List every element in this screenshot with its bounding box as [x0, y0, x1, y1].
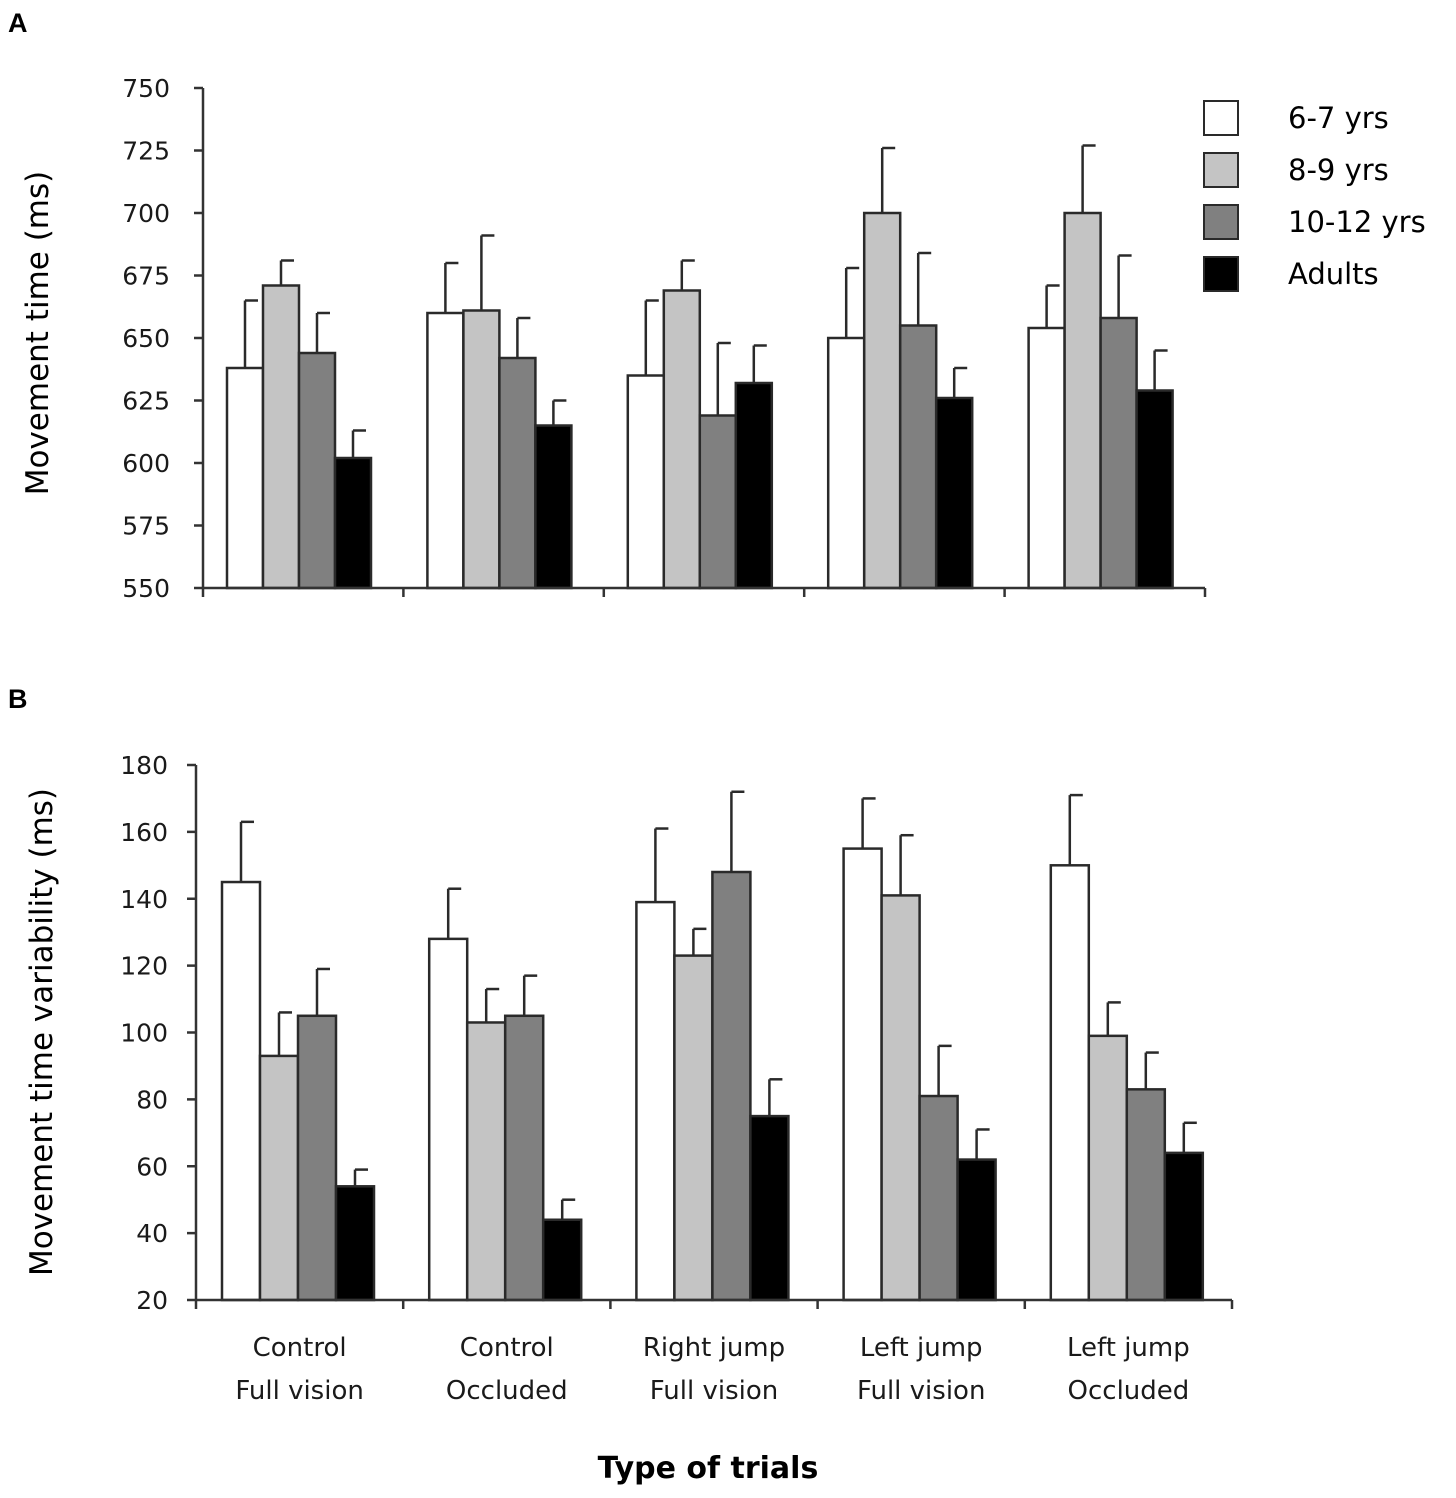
x-category-label-1-line-1: Occluded	[446, 1376, 568, 1406]
panel-b-chart: 20 40 60 80 100 120 140 160 180 Movement time var…	[24, 751, 1234, 1315]
panel-a-bar-8-9-yrs-2	[662, 289, 702, 590]
panel-b-bar-adults-0	[334, 1185, 376, 1302]
panel-a-y-tick-label-625: 625	[122, 387, 170, 416]
panel-a-bar-10-12-yrs-3	[898, 324, 938, 590]
panel-a-bar-adults-2	[734, 381, 774, 590]
panel-a-bar-adults-1	[534, 424, 573, 590]
panel-b-letter: B	[8, 684, 28, 714]
panel-a-bar-adults-4	[1135, 389, 1174, 590]
panel-b-y-tick-label-140: 140	[120, 885, 168, 914]
panel-a-bar-6-7-yrs-4	[1027, 326, 1066, 590]
panel-b-bar-8-9-yrs-1	[465, 1021, 507, 1302]
panel-b-y-tick-label-60: 60	[136, 1152, 168, 1181]
panel-b-bar-6-7-yrs-3	[842, 847, 883, 1302]
panel-a-y-tick-label-700: 700	[122, 199, 170, 228]
panel-b-y-tick-label-20: 20	[136, 1286, 168, 1315]
panel-a-bar-10-12-yrs-1	[498, 356, 537, 590]
x-axis-title: Type of trials	[598, 1451, 819, 1486]
panel-a-bar-6-7-yrs-1	[426, 311, 465, 590]
panel-a-bar-adults-3	[934, 396, 974, 590]
panel-a-bar-8-9-yrs-1	[462, 309, 501, 590]
panel-a-bar-6-7-yrs-0	[225, 366, 265, 590]
panel-b-y-tick-label-100: 100	[120, 1019, 168, 1048]
panel-b-bar-6-7-yrs-0	[220, 880, 262, 1302]
panel-b-bar-adults-1	[541, 1218, 583, 1302]
panel-a-bar-8-9-yrs-0	[261, 284, 301, 590]
x-category-labels: Control Full vision Control Occluded Right j…	[235, 1333, 1189, 1406]
x-category-label-0-line-1: Full vision	[235, 1376, 364, 1406]
panel-a-y-tick-label-750: 750	[122, 74, 170, 103]
panel-a-bar-6-7-yrs-3	[826, 336, 866, 590]
legend-swatch-8-9-yrs	[1203, 152, 1239, 188]
panel-b-y-tick-label-180: 180	[120, 751, 168, 780]
panel-b-bar-10-12-yrs-3	[918, 1094, 959, 1302]
panel-b-bar-6-7-yrs-1	[427, 937, 469, 1302]
panel-b-bar-10-12-yrs-1	[503, 1014, 545, 1302]
legend: 6-7 yrs 8-9 yrs 10-12 yrs Adults	[1203, 100, 1426, 292]
panel-b-bar-6-7-yrs-2	[635, 900, 676, 1302]
panel-a-y-tick-label-725: 725	[122, 137, 170, 166]
x-category-label-4-line-0: Left jump	[1067, 1333, 1190, 1363]
legend-label-10-12-yrs: 10-12 yrs	[1288, 205, 1426, 239]
panel-b-bar-10-12-yrs-4	[1125, 1088, 1167, 1302]
panel-a-y-tick-label-675: 675	[122, 262, 170, 291]
panel-b-bar-8-9-yrs-3	[880, 894, 921, 1302]
panel-a-bar-10-12-yrs-4	[1099, 316, 1138, 590]
panel-a-y-tick-label-600: 600	[122, 449, 170, 478]
panel-b-bar-10-12-yrs-0	[296, 1014, 338, 1302]
x-category-label-3-line-0: Left jump	[860, 1333, 983, 1363]
panel-a-letter: A	[8, 8, 28, 38]
x-category-label-2-line-1: Full vision	[650, 1376, 779, 1406]
legend-label-8-9-yrs: 8-9 yrs	[1288, 153, 1389, 187]
panel-a-bar-10-12-yrs-0	[297, 351, 337, 590]
panel-a-bar-6-7-yrs-2	[626, 374, 666, 590]
panel-a-bar-8-9-yrs-3	[862, 211, 902, 590]
panel-b-bar-adults-3	[956, 1158, 997, 1302]
panel-a-y-tick-label-650: 650	[122, 324, 170, 353]
panel-a-y-tick-label-575: 575	[122, 512, 170, 541]
panel-b-bar-adults-2	[749, 1114, 790, 1302]
panel-a-bar-10-12-yrs-2	[698, 414, 738, 590]
panel-a-y-tick-label-550: 550	[122, 574, 170, 603]
panel-b-bar-10-12-yrs-2	[711, 870, 752, 1302]
x-category-label-1-line-0: Control	[460, 1333, 554, 1363]
x-category-label-3-line-1: Full vision	[857, 1376, 986, 1406]
x-category-label-4-line-1: Occluded	[1068, 1376, 1190, 1406]
legend-label-adults: Adults	[1288, 257, 1379, 291]
legend-swatch-6-7-yrs	[1203, 100, 1239, 136]
legend-swatch-adults	[1203, 256, 1239, 292]
panel-a-bar-8-9-yrs-4	[1063, 211, 1102, 590]
legend-label-6-7-yrs: 6-7 yrs	[1288, 101, 1389, 135]
panel-b-bar-adults-4	[1163, 1151, 1205, 1302]
panel-b-bar-8-9-yrs-2	[673, 954, 714, 1302]
panel-b-y-tick-label-40: 40	[136, 1219, 168, 1248]
panel-b-y-axis-title: Movement time variability (ms)	[24, 788, 60, 1276]
panel-b-bar-8-9-yrs-0	[258, 1054, 300, 1302]
x-category-label-2-line-0: Right jump	[643, 1333, 785, 1363]
panel-a-y-axis-title: Movement time (ms)	[20, 171, 56, 496]
panel-b-y-tick-label-80: 80	[136, 1085, 168, 1114]
panel-b-bar-6-7-yrs-4	[1049, 864, 1091, 1302]
panel-a-chart: 550 575 600 625 650 675 700 725 750 Movement time…	[20, 74, 1207, 603]
legend-swatch-10-12-yrs	[1203, 204, 1239, 240]
panel-b-y-tick-label-120: 120	[120, 952, 168, 981]
panel-b-bar-8-9-yrs-4	[1087, 1034, 1129, 1302]
panel-a-bar-adults-0	[333, 456, 373, 590]
panel-b-y-tick-label-160: 160	[120, 818, 168, 847]
x-category-label-0-line-0: Control	[253, 1333, 347, 1363]
